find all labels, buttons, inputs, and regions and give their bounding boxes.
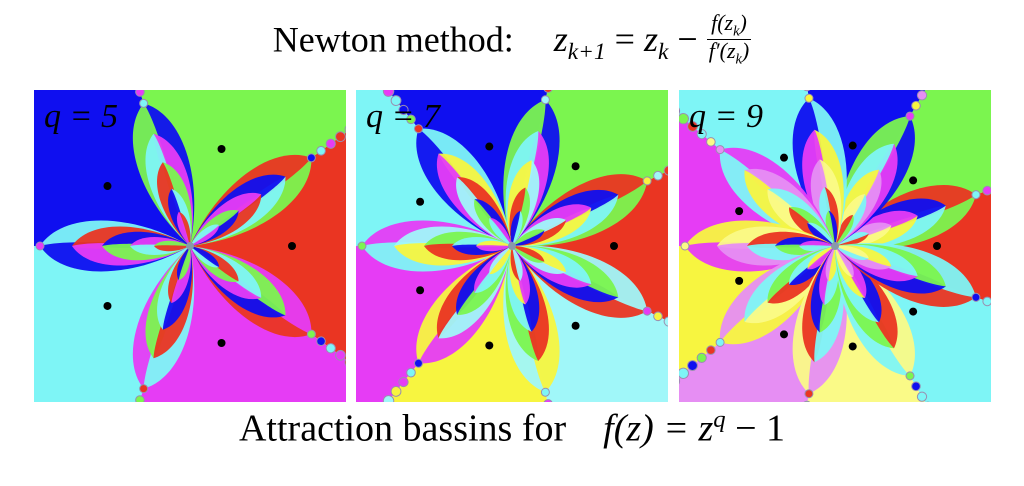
boundary-petals bbox=[679, 246, 835, 387]
root-dot bbox=[909, 307, 918, 316]
basin-panel-3: q = 9 bbox=[679, 90, 991, 402]
boundary-petals bbox=[835, 185, 991, 249]
boundary-petals bbox=[357, 220, 512, 272]
root-dot bbox=[288, 242, 296, 250]
formula-lhs-sub: k+1 bbox=[567, 39, 606, 66]
boundary-petals bbox=[512, 165, 668, 247]
boundary-petals bbox=[835, 90, 934, 246]
basin-panel-2: q = 7 bbox=[356, 90, 668, 402]
root-dot bbox=[571, 162, 580, 171]
boundary-petals bbox=[835, 243, 991, 307]
fraction-denominator: f′(zk) bbox=[706, 37, 752, 68]
root-dot bbox=[485, 341, 494, 350]
caption-func: f(z) = z bbox=[603, 407, 714, 450]
root-dot bbox=[780, 153, 788, 162]
root-dot bbox=[416, 197, 425, 206]
formula-rhs-sub: k bbox=[657, 39, 669, 66]
formula-minus: − bbox=[668, 19, 707, 60]
root-dot bbox=[933, 242, 941, 250]
basin-image-q5 bbox=[34, 90, 346, 402]
boundary-petals bbox=[132, 246, 195, 402]
boundary-petals bbox=[835, 246, 934, 402]
formula-rhs: z bbox=[643, 19, 658, 60]
caption-tail: − 1 bbox=[725, 407, 786, 450]
q-label: q = 7 bbox=[366, 98, 440, 135]
root-dot bbox=[610, 242, 618, 250]
boundary-petals bbox=[503, 90, 560, 246]
q-label: q = 5 bbox=[44, 98, 118, 135]
basin-sector bbox=[679, 246, 835, 377]
root-dot bbox=[909, 176, 918, 185]
root-dot bbox=[103, 182, 112, 191]
basin-panel-1: q = 5 bbox=[34, 90, 346, 402]
caption-exp: q bbox=[713, 406, 726, 433]
formula-lhs: z bbox=[553, 19, 568, 60]
root-dot bbox=[103, 301, 112, 310]
root-dot bbox=[848, 141, 857, 150]
boundary-petals bbox=[35, 220, 190, 272]
boundary-petals bbox=[132, 90, 195, 246]
root-dot bbox=[571, 321, 580, 330]
boundary-petals bbox=[680, 220, 835, 272]
boundary-petals bbox=[679, 105, 835, 246]
root-dot bbox=[848, 342, 857, 351]
formula-eq: = bbox=[605, 19, 644, 60]
title: Newton method: zk+1 = zk − f(zk) f′(zk) bbox=[0, 12, 1024, 70]
q-label: q = 9 bbox=[689, 98, 763, 135]
root-dot bbox=[735, 276, 744, 285]
fraction-numerator: f(zk) bbox=[711, 10, 747, 40]
formula-fraction: f(zk) f′(zk) bbox=[706, 10, 752, 68]
boundary-petals bbox=[190, 123, 346, 246]
boundary-petals bbox=[792, 246, 847, 402]
caption-text: Attraction bassins for bbox=[238, 407, 567, 450]
title-prefix: Newton method: bbox=[272, 19, 514, 60]
root-dot bbox=[416, 286, 425, 295]
caption: Attraction bassins for f(z) = zq − 1 bbox=[0, 406, 1024, 450]
boundary-petals bbox=[382, 246, 512, 402]
root-dot bbox=[217, 339, 226, 348]
root-dot bbox=[217, 144, 226, 153]
root-dot bbox=[780, 330, 788, 339]
basin-sector bbox=[190, 132, 346, 360]
root-dot bbox=[485, 142, 494, 151]
newton-formula: zk+1 = zk − f(zk) f′(zk) bbox=[553, 12, 752, 66]
boundary-petals bbox=[792, 90, 847, 246]
boundary-petals bbox=[503, 246, 560, 402]
boundary-petals bbox=[382, 90, 512, 246]
basin-image-q7 bbox=[356, 90, 668, 402]
boundary-petals bbox=[190, 246, 346, 369]
root-dot bbox=[735, 207, 744, 216]
basin-image-q9 bbox=[679, 90, 991, 402]
boundary-petals bbox=[512, 245, 668, 327]
